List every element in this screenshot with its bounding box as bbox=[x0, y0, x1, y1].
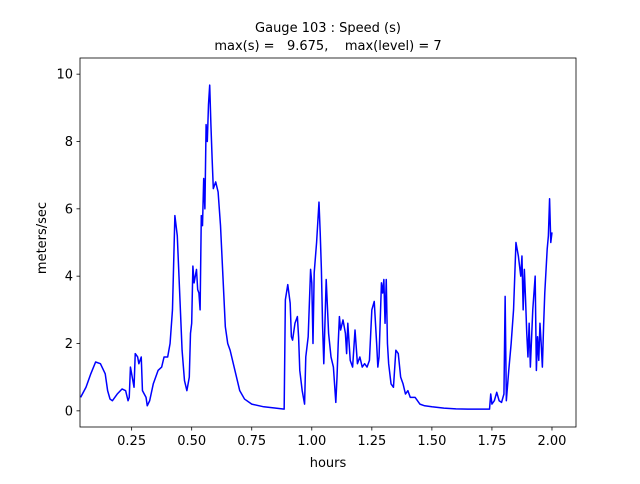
x-tick-label: 0.75 bbox=[237, 434, 266, 449]
chart-subtitle: max(s) = 9.675, max(level) = 7 bbox=[214, 39, 441, 54]
x-tick-label: 0.50 bbox=[177, 434, 206, 449]
x-tick-label: 0.25 bbox=[117, 434, 146, 449]
y-axis-label: meters/sec bbox=[35, 202, 50, 274]
y-tick-label: 2 bbox=[65, 337, 73, 352]
y-tick-label: 4 bbox=[65, 270, 73, 285]
x-tick-label: 2.00 bbox=[538, 434, 567, 449]
y-tick-label: 6 bbox=[65, 202, 73, 217]
x-tick-label: 1.25 bbox=[357, 434, 386, 449]
y-tick-label: 0 bbox=[65, 404, 73, 419]
x-tick-label: 1.00 bbox=[297, 434, 326, 449]
plot-frame bbox=[79, 57, 577, 428]
x-tick-label: 1.75 bbox=[477, 434, 506, 449]
y-tick-label: 8 bbox=[65, 135, 73, 150]
x-axis-label: hours bbox=[310, 456, 347, 471]
chart-title: Gauge 103 : Speed (s) bbox=[255, 21, 401, 36]
line-series bbox=[80, 84, 553, 410]
x-tick-label: 1.50 bbox=[417, 434, 446, 449]
y-tick-label: 10 bbox=[56, 68, 73, 83]
